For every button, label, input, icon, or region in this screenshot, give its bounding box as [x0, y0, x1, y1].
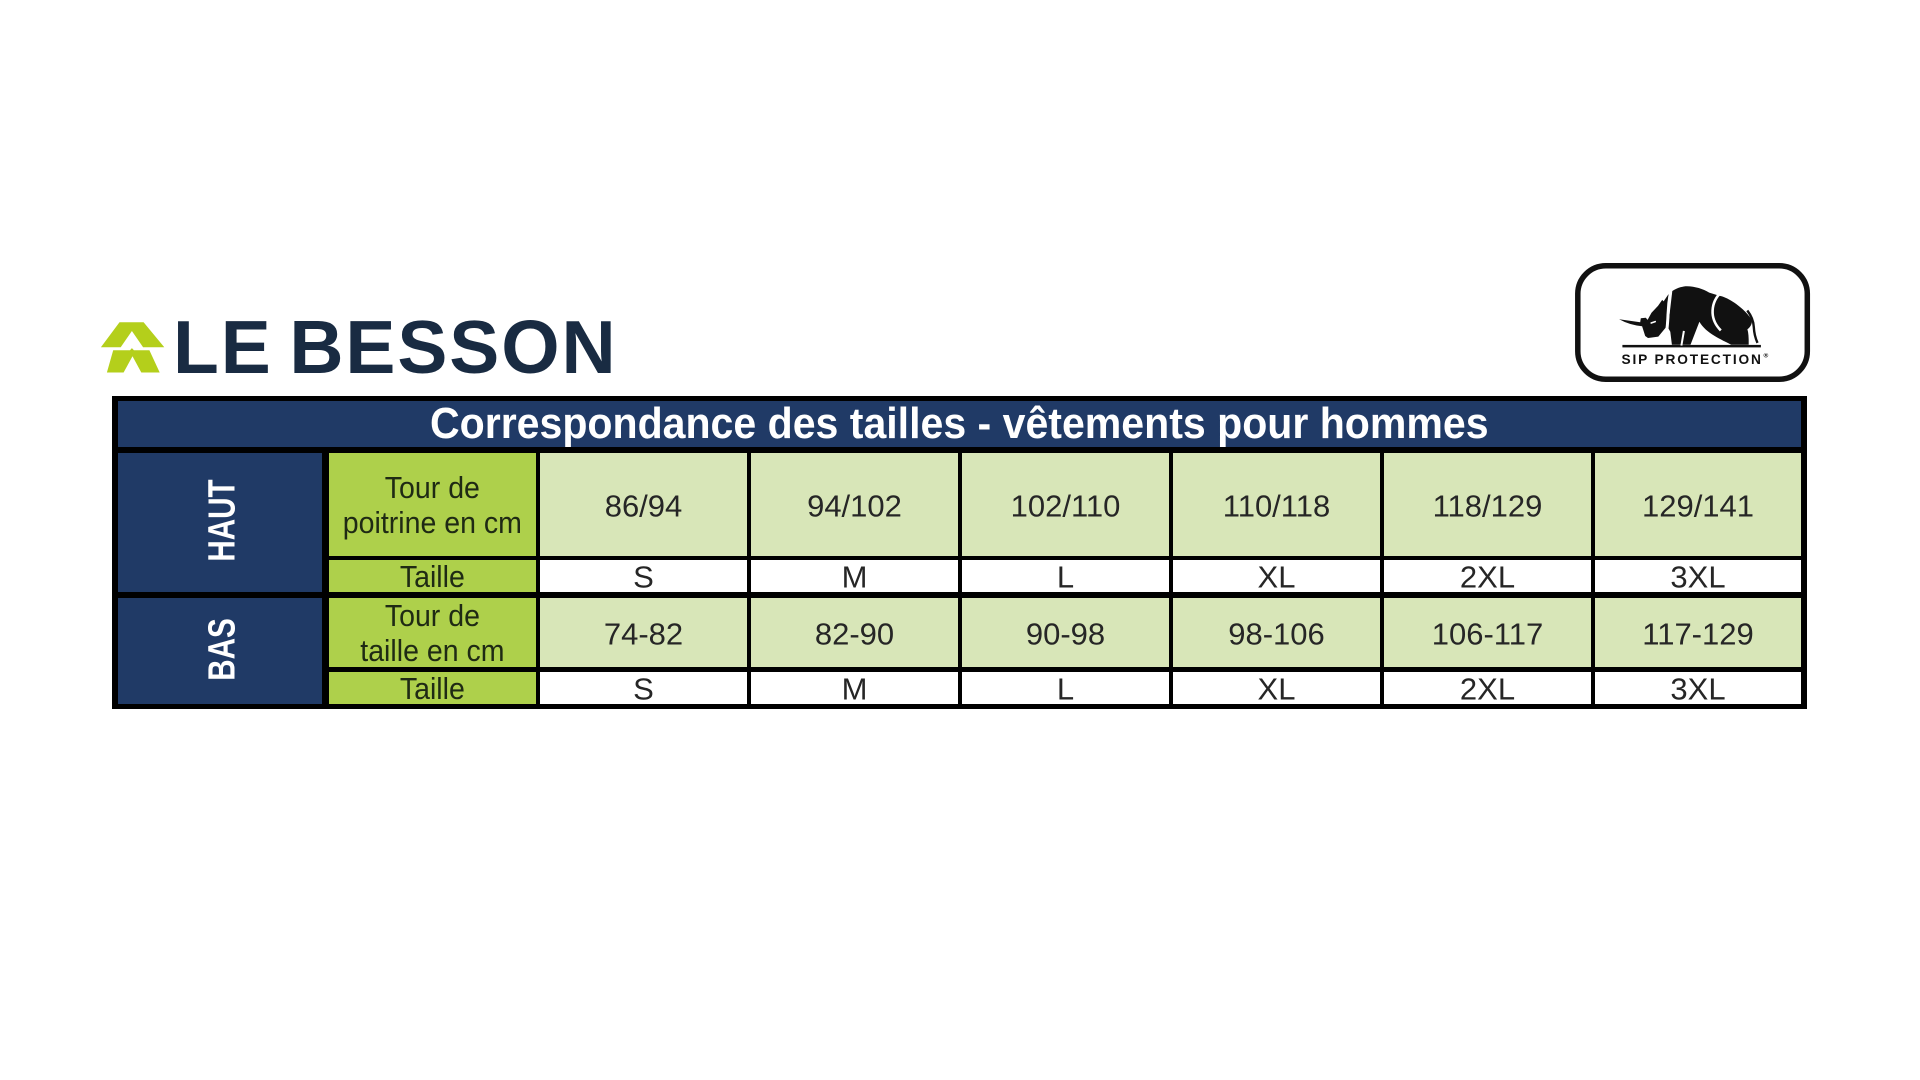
svg-text:SIP PROTECTION: SIP PROTECTION — [1622, 352, 1763, 367]
svg-text:®: ® — [1764, 352, 1769, 360]
